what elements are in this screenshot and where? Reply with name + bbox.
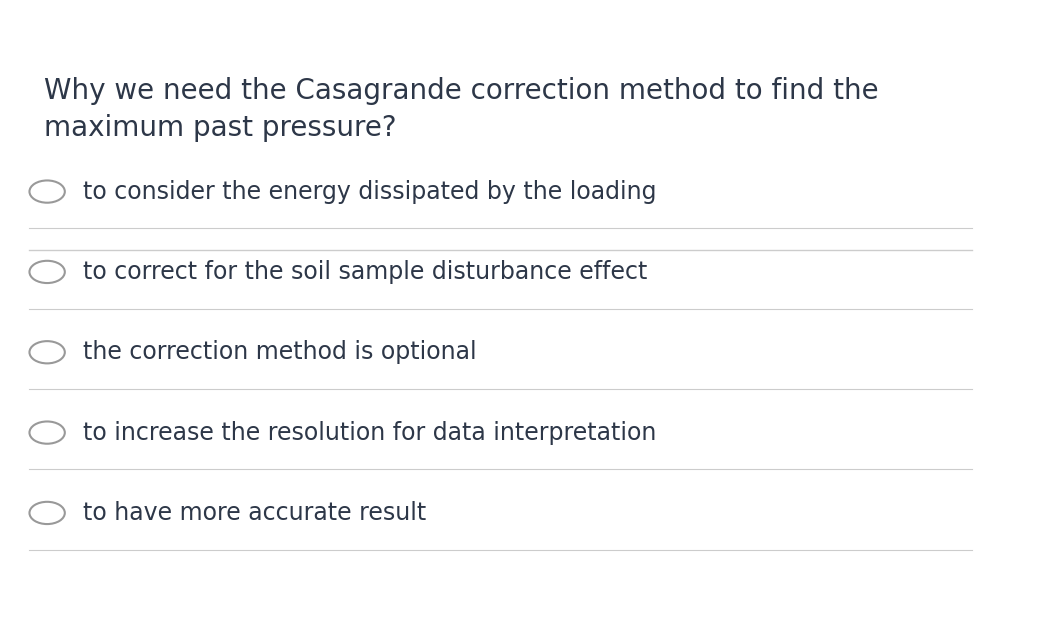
Text: to increase the resolution for data interpretation: to increase the resolution for data inte… [84,421,657,444]
Text: the correction method is optional: the correction method is optional [84,341,477,364]
Text: to have more accurate result: to have more accurate result [84,501,427,525]
Text: to consider the energy dissipated by the loading: to consider the energy dissipated by the… [84,180,657,203]
Text: to correct for the soil sample disturbance effect: to correct for the soil sample disturban… [84,260,648,284]
Text: Why we need the Casagrande correction method to find the
maximum past pressure?: Why we need the Casagrande correction me… [44,77,879,142]
